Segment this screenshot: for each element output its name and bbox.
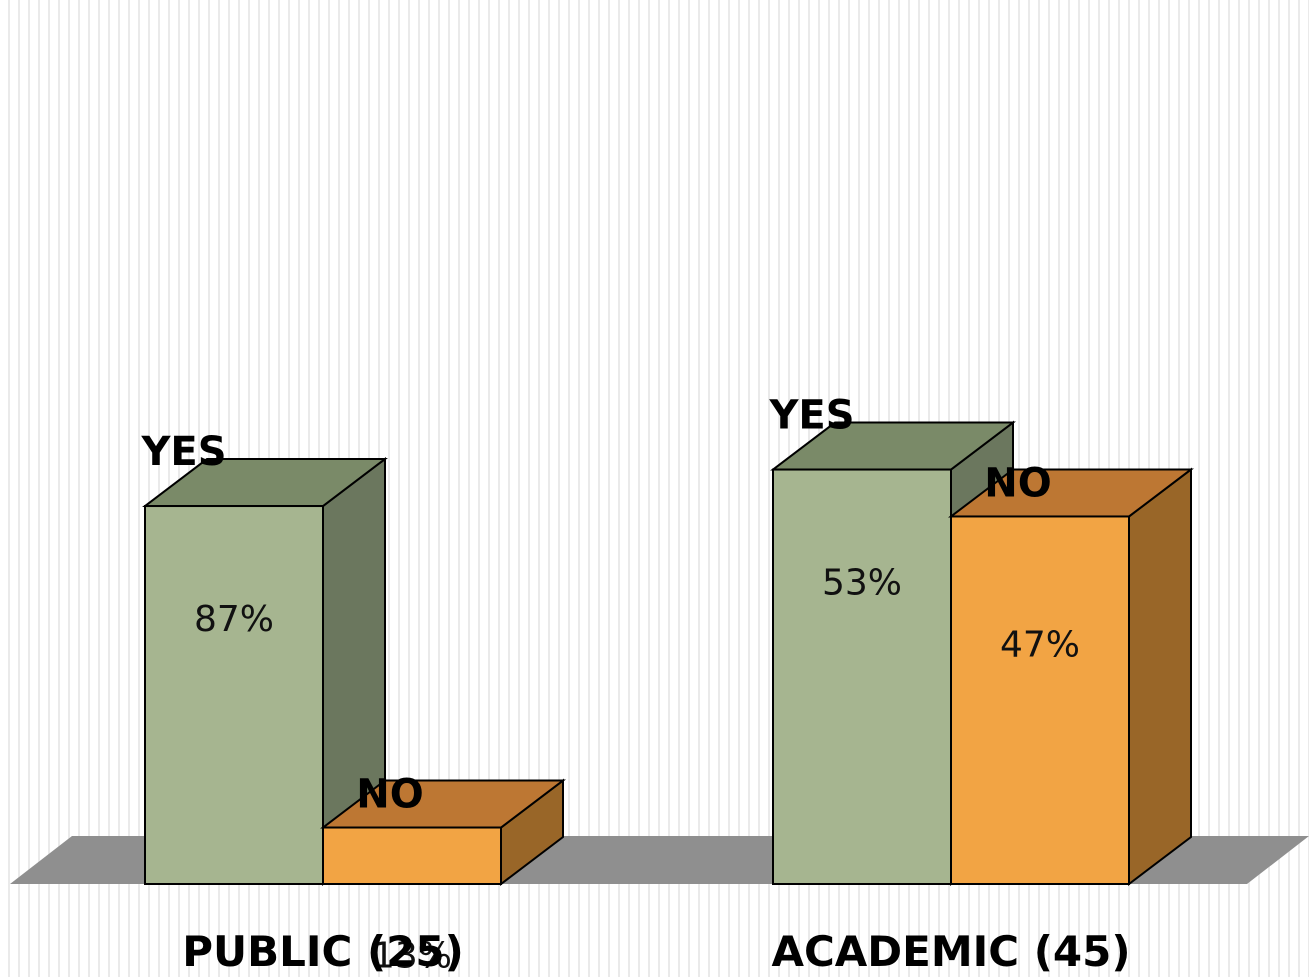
category-label: ACADEMIC (45) <box>771 927 1130 976</box>
category-label: PUBLIC (25) <box>182 927 464 976</box>
bar-side-face <box>1128 467 1192 887</box>
label-group: 87% YES 13% NO PUBLIC (25) 53% YES 47% NO ACADEMI… <box>140 393 1130 977</box>
series-label: YES <box>140 429 226 475</box>
bar-no-academic <box>948 467 1194 887</box>
bar-front-face <box>322 826 502 885</box>
bar-no-public <box>320 778 566 887</box>
data-label: 53% <box>822 563 902 604</box>
series-label: NO <box>356 772 423 818</box>
bar-yes-public <box>142 457 388 887</box>
data-label: 47% <box>1000 624 1080 665</box>
series-label: NO <box>984 460 1051 506</box>
bar-front-face <box>950 515 1130 886</box>
data-label: 87% <box>194 599 274 640</box>
data-label: 13% <box>372 936 452 977</box>
series-label: YES <box>768 393 854 439</box>
bar-group <box>142 420 1194 887</box>
bar-front-face <box>772 468 952 885</box>
bar-front-face <box>144 505 324 885</box>
